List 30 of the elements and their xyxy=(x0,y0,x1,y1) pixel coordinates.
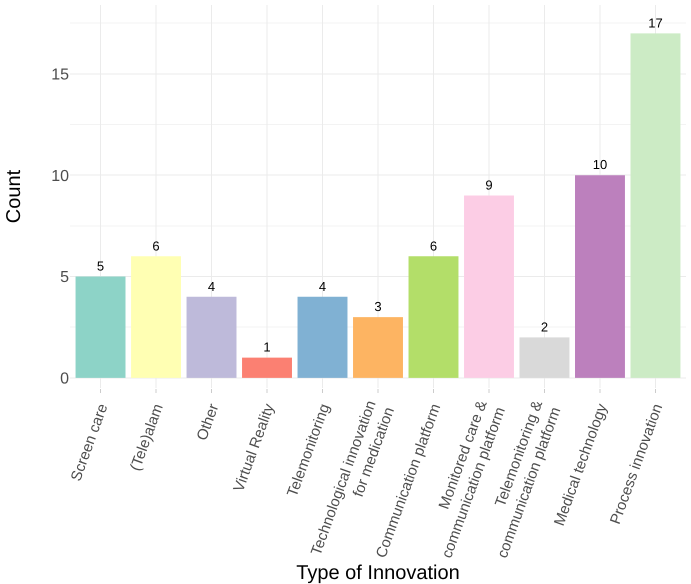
data-label: 1 xyxy=(263,340,271,355)
bar xyxy=(242,358,292,378)
data-label: 6 xyxy=(152,238,160,254)
y-tick-label: 10 xyxy=(51,168,70,185)
bar xyxy=(520,337,570,378)
y-tick-label: 15 xyxy=(51,66,70,84)
data-label: 4 xyxy=(318,278,326,294)
bar xyxy=(186,296,236,378)
bar xyxy=(131,256,181,378)
data-label: 9 xyxy=(485,177,493,192)
bar xyxy=(630,33,680,378)
data-label: 10 xyxy=(592,157,608,172)
bar xyxy=(408,256,458,378)
y-tick-label: 5 xyxy=(60,269,70,286)
y-tick-label: 0 xyxy=(60,370,70,388)
data-label: 17 xyxy=(648,15,663,30)
x-axis-title: Type of Innovation xyxy=(296,562,460,584)
data-label: 3 xyxy=(374,299,382,314)
bar xyxy=(353,317,403,378)
bar xyxy=(76,276,126,378)
data-label: 2 xyxy=(540,319,548,334)
x-tick-label: Other xyxy=(194,402,222,443)
bar xyxy=(298,296,348,378)
bar xyxy=(575,175,625,378)
data-label: 5 xyxy=(96,258,104,274)
data-label: 6 xyxy=(430,238,438,254)
y-axis-title: Count xyxy=(3,169,25,224)
x-tick-label: Screen care xyxy=(68,402,112,484)
bar xyxy=(464,195,514,378)
data-label: 4 xyxy=(208,278,216,294)
